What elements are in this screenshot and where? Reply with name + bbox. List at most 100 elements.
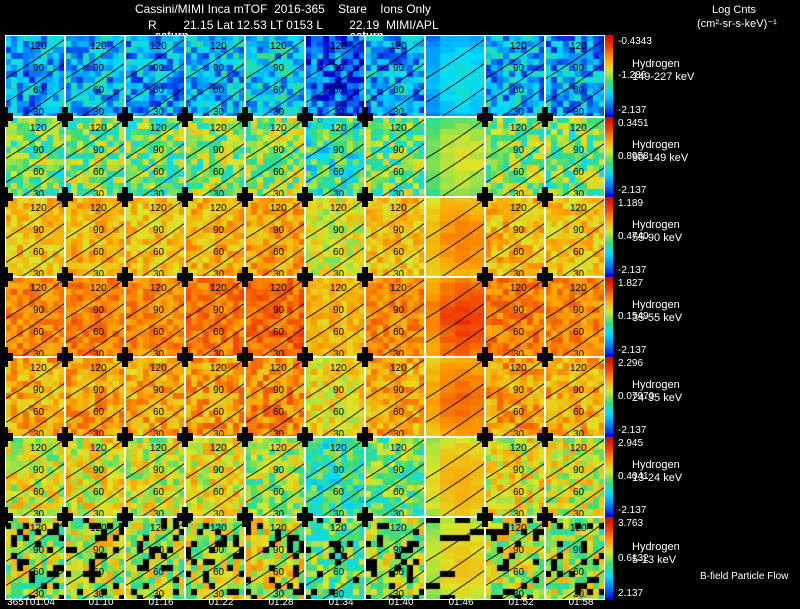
contour-label: 30 xyxy=(273,589,285,600)
spectrogram-cell: 120 90 60 30 xyxy=(185,517,245,600)
spectrogram-cell: 120 90 60 30 xyxy=(5,277,65,357)
spectrogram-cell: 120 90 60 30 xyxy=(545,197,605,277)
spectrogram-cell: 120 90 60 30 xyxy=(185,117,245,197)
colorbar-max: 2.945 xyxy=(618,438,644,449)
contour-label: 60 xyxy=(393,247,405,258)
spectrogram-cell: 120 90 60 30 xyxy=(305,277,365,357)
colorbar-min: -2.137 xyxy=(618,425,647,436)
contour-label: 120 xyxy=(210,41,227,52)
contour-label: 120 xyxy=(330,523,347,534)
contour-label: 60 xyxy=(573,567,585,578)
colorbar-min: -2.137 xyxy=(618,505,647,516)
spectrogram-cell: 120 90 60 30 xyxy=(65,277,125,357)
spectrogram-cell: 120 90 60 30 xyxy=(245,357,305,437)
contour-label: 30 xyxy=(513,509,525,517)
spectrogram-cell: 120 90 60 30 xyxy=(365,277,425,357)
crosshair-marker xyxy=(237,507,253,527)
spectrogram-cell: 120 90 60 30 xyxy=(485,357,545,437)
spectrogram-cell: 120 90 60 30 xyxy=(365,35,425,117)
contour-label: 30 xyxy=(333,349,345,357)
contour-label: 90 xyxy=(273,63,285,74)
energy-label: 24-35 keV xyxy=(632,392,683,404)
spectrogram-cell: 120 90 60 30 xyxy=(245,35,305,117)
crosshair-marker xyxy=(297,267,313,287)
contour-label: 30 xyxy=(213,429,225,437)
contour-label: 30 xyxy=(513,429,525,437)
spectrogram-cell: 120 90 60 30 xyxy=(185,277,245,357)
contour-label: 90 xyxy=(333,545,345,556)
crosshair-marker xyxy=(237,107,253,127)
contour-label: 120 xyxy=(210,123,227,134)
colorbar xyxy=(605,437,613,517)
spectrogram-cell xyxy=(425,277,485,357)
contour-label: 30 xyxy=(153,269,165,277)
contour-label: 90 xyxy=(333,305,345,316)
contour-label: 30 xyxy=(333,429,345,437)
contour-label: 90 xyxy=(93,63,105,74)
crosshair-marker xyxy=(297,347,313,367)
crosshair-marker xyxy=(117,347,133,367)
contour-label: 120 xyxy=(390,41,407,52)
crosshair-marker xyxy=(57,347,73,367)
contour-label: 90 xyxy=(213,545,225,556)
spectrogram-cell: 120 90 60 30 xyxy=(125,437,185,517)
contour-label: 30 xyxy=(573,509,585,517)
contour-label: 30 xyxy=(513,589,525,600)
spectrogram-cell: 120 90 60 30 xyxy=(545,117,605,197)
contour-label: 60 xyxy=(153,567,165,578)
spectrogram-cell: 120 90 60 30 xyxy=(185,35,245,117)
spectrogram-cell: 120 90 60 30 xyxy=(305,35,365,117)
panel-label: Hydrogen 149-227 keV xyxy=(632,58,694,84)
contour-label: 60 xyxy=(153,407,165,418)
contour-label: 30 xyxy=(573,429,585,437)
panel-label: Hydrogen 35-55 keV xyxy=(632,299,682,325)
contour-label: 30 xyxy=(273,509,285,517)
contour-label: 30 xyxy=(153,107,165,117)
contour-label: 120 xyxy=(210,443,227,454)
spectrogram-cell: 120 90 60 30 xyxy=(485,517,545,600)
contour-label: 120 xyxy=(570,363,587,374)
orbit-info: R 21.15 Lat 12.53 LT 0153 L 22.19 MIMI/A… xyxy=(148,18,439,32)
colorbar xyxy=(605,517,613,600)
colorbar-max: 1.827 xyxy=(618,278,644,289)
contour-label: 90 xyxy=(213,385,225,396)
spectrogram-cell: 120 90 60 30 xyxy=(305,437,365,517)
contour-label: 30 xyxy=(273,269,285,277)
contour-label: 30 xyxy=(333,589,345,600)
crosshair-marker xyxy=(537,347,553,367)
contour-label: 30 xyxy=(213,269,225,277)
contour-label: 120 xyxy=(150,523,167,534)
contour-label: 120 xyxy=(330,41,347,52)
crosshair-marker xyxy=(117,507,133,527)
crosshair-marker xyxy=(297,427,313,447)
crosshair-marker xyxy=(0,107,13,127)
contour-label: 90 xyxy=(33,63,45,74)
crosshair-marker xyxy=(297,507,313,527)
spectrogram-cell xyxy=(425,437,485,517)
contour-label: 30 xyxy=(153,589,165,600)
contour-label: 120 xyxy=(510,443,527,454)
contour-label: 120 xyxy=(270,41,287,52)
spectrogram-cell: 120 90 60 30 xyxy=(545,35,605,117)
spectrogram-cell: 120 90 60 30 xyxy=(125,197,185,277)
contour-label: 120 xyxy=(390,283,407,294)
units-label: (cm²-sr-s-keV)⁻¹ xyxy=(697,18,777,30)
spectrogram-cell: 120 90 60 30 xyxy=(65,517,125,600)
spectrogram-cell: 120 90 60 30 xyxy=(365,197,425,277)
contour-label: 90 xyxy=(393,545,405,556)
spectrogram-cell: 120 90 60 30 xyxy=(245,517,305,600)
contour-label: 60 xyxy=(33,167,45,178)
contour-label: 60 xyxy=(213,167,225,178)
crosshair-marker xyxy=(297,187,313,207)
crosshair-marker xyxy=(117,427,133,447)
colorbar xyxy=(605,197,613,277)
contour-label: 90 xyxy=(153,385,165,396)
contour-label: 120 xyxy=(90,203,107,214)
contour-label: 30 xyxy=(393,589,405,600)
contour-label: 120 xyxy=(570,203,587,214)
contour-label: 90 xyxy=(393,385,405,396)
contour-label: 120 xyxy=(270,363,287,374)
panel-label: Hydrogen 24-35 keV xyxy=(632,379,682,405)
colorbar-mid: 0.4740 xyxy=(618,231,649,242)
colorbar-mid: -1.286 xyxy=(618,70,647,81)
